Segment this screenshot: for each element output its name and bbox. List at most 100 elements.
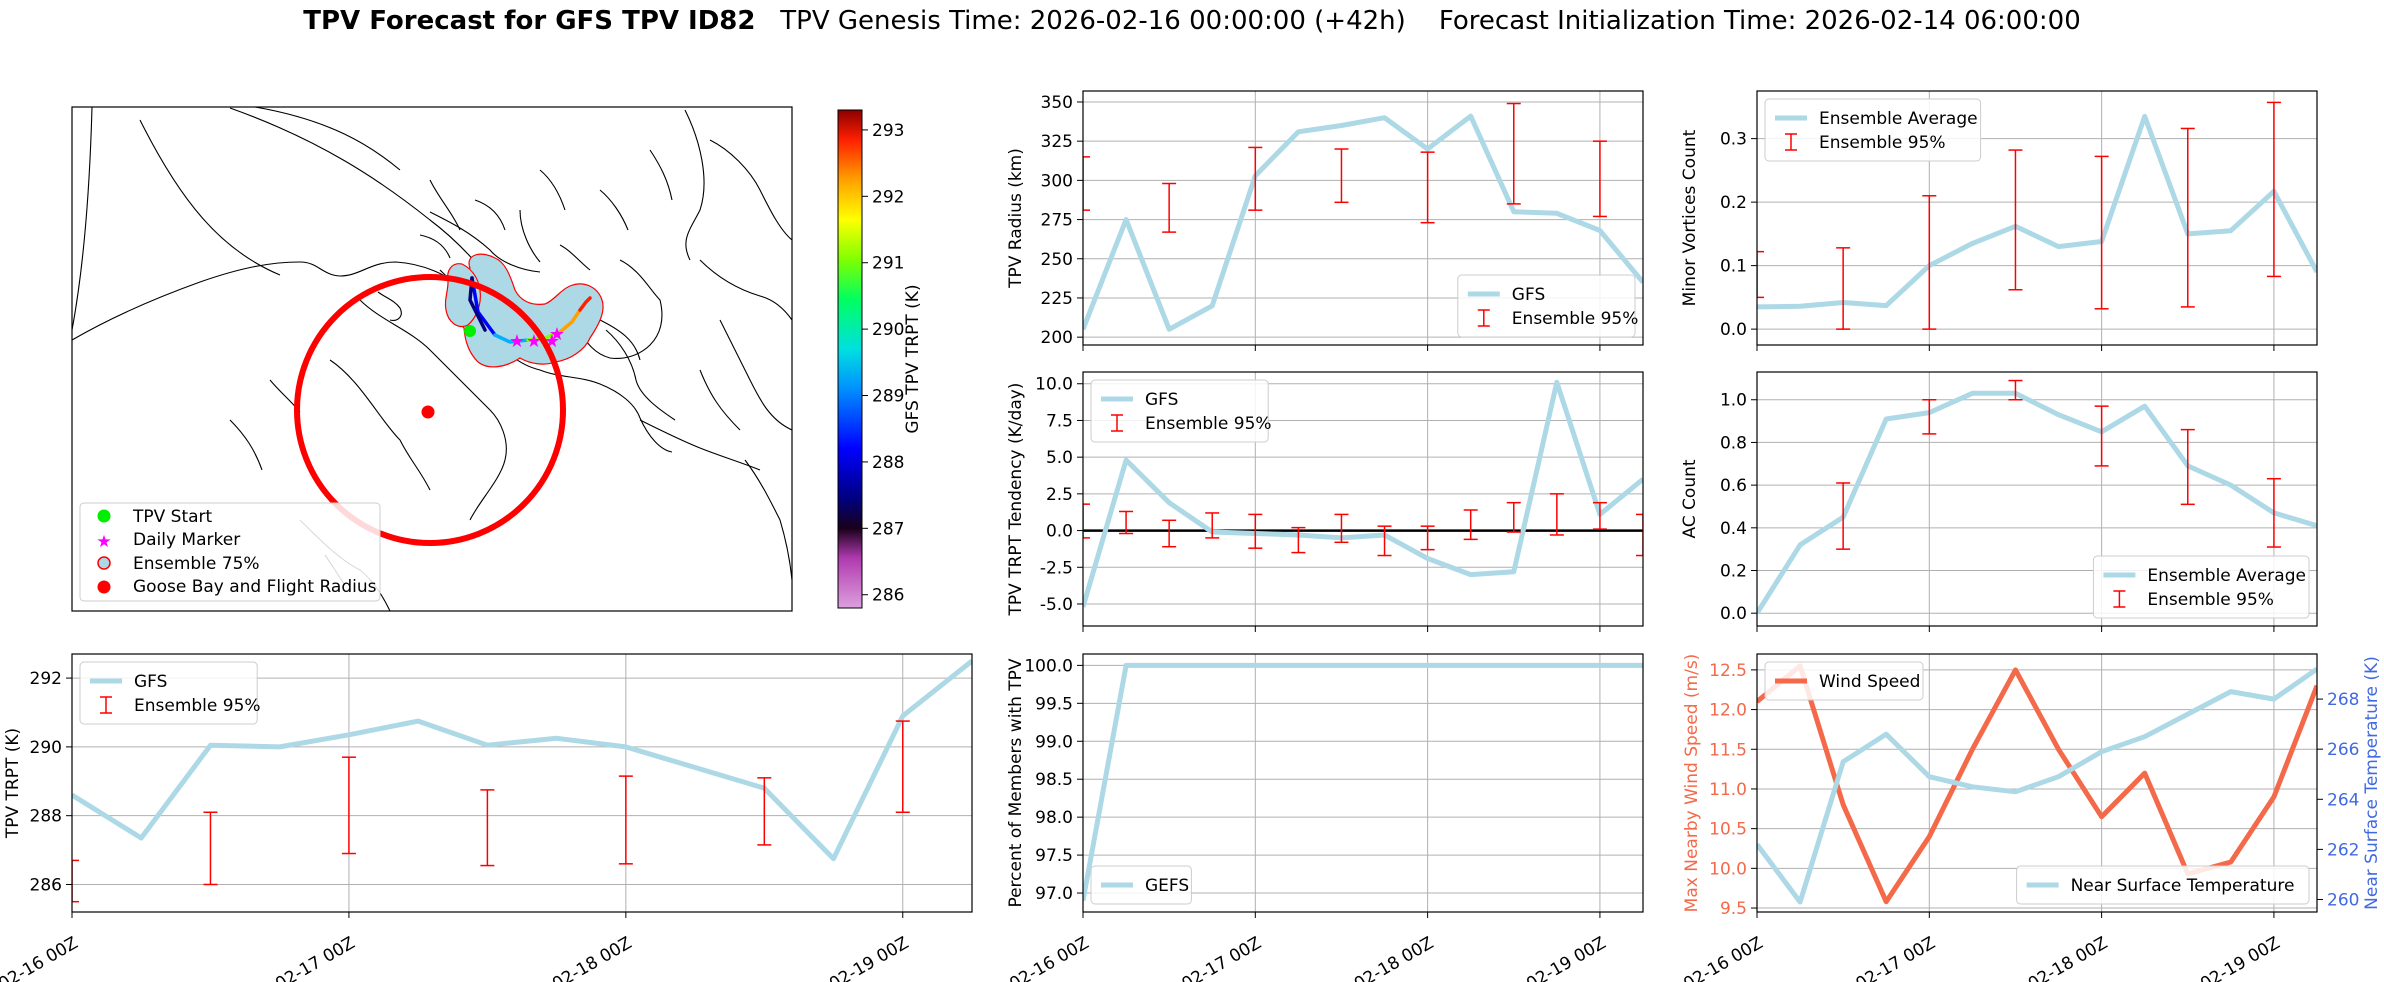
y-tick-label: 290 [30, 738, 62, 758]
x-tick-label: 02-16 00Z [0, 933, 82, 982]
map-legend: ★ TPV Start Daily Marker Ensemble 75% Go… [79, 502, 381, 602]
y-right-tick-label: 268 [2327, 690, 2359, 710]
map-legend-label-goose-bay: Goose Bay and Flight Radius [133, 577, 377, 597]
chart-trpt: 286 288 290 292 02-16 00Z 02-17 00Z 02-18 00Z 0… [0, 653, 973, 982]
y-tick-label: 350 [1041, 93, 1073, 113]
colorbar: 286 287 288 289 290 291 292 293 GFS TPV TRPT (K… [837, 109, 923, 609]
y-tick-label: 98.5 [1035, 770, 1073, 790]
y-tick-label: 0.1 [1720, 257, 1747, 277]
series-line-0 [1757, 113, 2317, 310]
plot-content [1083, 662, 1643, 902]
legend-label: GFS [134, 672, 167, 692]
y-tick-label: 0.2 [1720, 193, 1747, 213]
map-legend-label-ensemble: Ensemble 75% [133, 554, 260, 574]
y-axis-label: Minor Vortices Count [1680, 129, 1700, 306]
plot-frame [1756, 371, 2318, 627]
colorbar-label: GFS TPV TRPT (K) [903, 284, 923, 433]
daily-markers: ★ ★ ★ ★ [509, 324, 565, 352]
y-axis-label: TPV TRPT (K) [3, 728, 23, 839]
x-tick-label: 02-16 00Z [1680, 933, 1766, 982]
y-axis-label: TPV Radius (km) [1006, 148, 1026, 289]
plot-frame [1082, 653, 1644, 913]
y-tick-label: 11.5 [1709, 740, 1747, 760]
plot-content [1083, 379, 1643, 608]
legend-ac: Ensemble Average Ensemble 95% [2092, 555, 2310, 619]
legend-start-symbol [97, 509, 111, 523]
y-tick-label: 0.2 [1720, 562, 1747, 582]
x-tick-label: 02-19 00Z [826, 933, 912, 982]
y-tick-label: 2.5 [1046, 485, 1073, 505]
colorbar-tick-label: 293 [872, 121, 904, 141]
colorbar-tick-label: 287 [872, 519, 904, 539]
y-tick-label: 300 [1041, 171, 1073, 191]
y-tick-label: 325 [1041, 132, 1073, 152]
x-tick-label: 02-16 00Z [1006, 933, 1092, 982]
legend-label: GEFS [1145, 876, 1189, 896]
series-line-0 [1083, 379, 1643, 608]
y-axis-label: Percent of Members with TPV [1006, 658, 1026, 907]
y-tick-label: 0.8 [1720, 433, 1747, 453]
plot-content [72, 658, 972, 903]
colorbar-ticks: 286 287 288 289 290 291 292 293 [862, 121, 904, 606]
plot-frame [71, 653, 973, 913]
colorbar-tick-label: 291 [872, 254, 904, 274]
y-tick-label: 10.5 [1709, 820, 1747, 840]
x-tick-label: 02-18 00Z [2025, 933, 2111, 982]
y-tick-label: 286 [30, 875, 62, 895]
y-tick-label: 12.0 [1709, 701, 1747, 721]
series-line-0 [1083, 113, 1643, 332]
y-tick-label: 12.5 [1709, 661, 1747, 681]
y-tick-label: 200 [1041, 328, 1073, 348]
y-tick-label: 11.0 [1709, 780, 1747, 800]
legend-label: GFS [1512, 285, 1545, 305]
plot-content [1757, 101, 2317, 330]
colorbar-tick-label: 289 [872, 387, 904, 407]
map-legend-label-tpv-start: TPV Start [132, 507, 213, 527]
map-legend-label-daily-marker: Daily Marker [133, 530, 240, 550]
series-line-0 [1757, 390, 2317, 615]
y-tick-label: 0.0 [1720, 604, 1747, 624]
legend-ensemble-symbol [97, 556, 111, 570]
page-title: TPV Forecast for GFS TPV ID82 TPV Genesi… [0, 6, 2384, 36]
plot-frame [1082, 90, 1644, 346]
y-axis-label: AC Count [1680, 459, 1700, 538]
legend-daily-symbol: ★ [96, 532, 111, 552]
chart-wind: 9.5 10.0 10.5 11.0 11.5 12.0 12.5 02-16 00Z 02-1… [1680, 653, 2382, 982]
y-right-tick-label: 262 [2327, 840, 2359, 860]
chart-minor: 0.0 0.1 0.2 0.3 Minor Vortices Count Ensemble… [1680, 90, 2318, 351]
y-tick-label: 5.0 [1046, 448, 1073, 468]
legend-wind: Near Surface Temperature [2016, 865, 2310, 905]
y-tick-label: 0.0 [1046, 522, 1073, 542]
chart-tendency: -5.0 -2.5 0.0 2.5 5.0 7.5 10.0 TPV TRPT Tendenc… [1006, 371, 1644, 632]
legend-label: Ensemble Average [1819, 109, 1978, 129]
legend-box [1457, 274, 1636, 338]
y-right-axis-label: Near Surface Temperature (K) [2362, 656, 2382, 910]
title-genesis-time: TPV Genesis Time: 2026-02-16 00:00:00 (+… [780, 6, 1406, 36]
y-tick-label: 99.5 [1035, 694, 1073, 714]
legend-label: Ensemble 95% [1145, 414, 1272, 434]
y-tick-label: 98.0 [1035, 808, 1073, 828]
chart-radius: 200 225 250 275 300 325 350 TPV Radius (km) GFS E… [1006, 90, 1644, 351]
x-tick-label: 02-17 00Z [1179, 933, 1265, 982]
x-tick-label: 02-18 00Z [1351, 933, 1437, 982]
y-tick-label: 97.5 [1035, 846, 1073, 866]
plot-content [1083, 102, 1643, 332]
y-tick-label: 0.4 [1720, 519, 1747, 539]
y-tick-label: 1.0 [1720, 391, 1747, 411]
legend-label: Near Surface Temperature [2071, 876, 2295, 896]
y-right-tick-label: 264 [2327, 790, 2359, 810]
colorbar-tick-label: 288 [872, 453, 904, 473]
series-line-0 [72, 658, 972, 862]
legend-box [1090, 379, 1269, 443]
title-init-time: Forecast Initialization Time: 2026-02-14… [1438, 6, 2081, 36]
chart-members: 97.0 97.5 98.0 98.5 99.0 99.5 100.0 02-16 00Z 02… [1006, 653, 1644, 982]
plot-frame [1082, 371, 1644, 627]
legend-box [2092, 555, 2310, 619]
y-tick-label: 225 [1041, 289, 1073, 309]
legend-box [1764, 98, 1982, 162]
colorbar-tick-label: 286 [872, 586, 904, 606]
flight-radius-circle [294, 274, 566, 546]
legend-label: Ensemble 95% [134, 696, 261, 716]
legend-minor: Ensemble Average Ensemble 95% [1764, 98, 1982, 162]
